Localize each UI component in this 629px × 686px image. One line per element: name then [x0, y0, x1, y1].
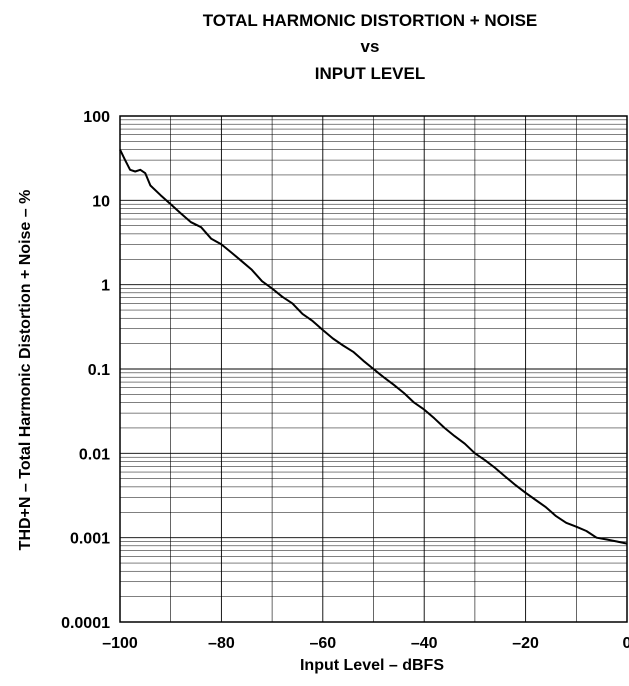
y-tick-label: 0.001 — [70, 531, 110, 548]
x-tick-label: 0 — [623, 635, 629, 652]
y-axis-label: THD+N – Total Harmonic Distortion + Nois… — [17, 190, 34, 551]
x-tick-label: –80 — [208, 635, 235, 652]
x-tick-label: –60 — [309, 635, 336, 652]
x-tick-label: –20 — [512, 635, 539, 652]
chart-title-line-3: INPUT LEVEL — [315, 64, 426, 83]
x-tick-labels: –100 –80 –60 –40 –20 0 — [102, 635, 629, 652]
x-tick-label: –100 — [102, 635, 138, 652]
plot-frame — [119, 115, 628, 623]
chart-title-line-2: vs — [361, 37, 380, 56]
chart-title-line-1: TOTAL HARMONIC DISTORTION + NOISE — [203, 11, 538, 30]
thd-noise-series-line — [119, 149, 628, 545]
x-tick-label: –40 — [411, 635, 438, 652]
y-tick-label: 0.0001 — [61, 615, 110, 632]
y-tick-labels: 0.0001 0.001 0.01 0.1 1 10 100 — [61, 109, 110, 632]
y-tick-label: 10 — [92, 193, 110, 210]
y-tick-label: 0.01 — [79, 446, 110, 463]
y-tick-label: 100 — [83, 109, 110, 126]
x-axis-label: Input Level – dBFS — [300, 657, 444, 674]
y-tick-label: 1 — [101, 278, 110, 295]
y-tick-label: 0.1 — [88, 362, 110, 379]
